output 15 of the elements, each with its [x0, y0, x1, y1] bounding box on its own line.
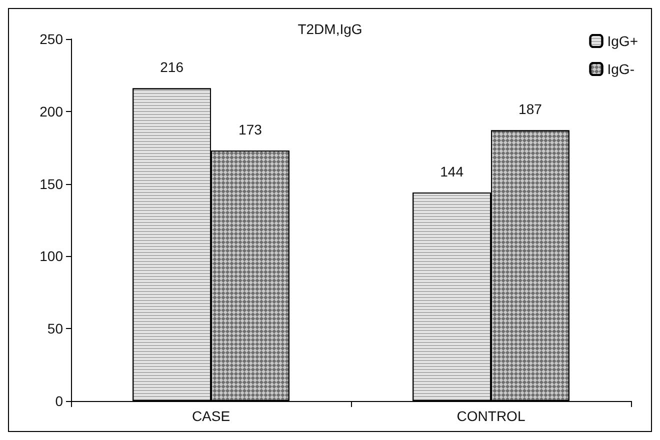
y-tick-label: 100: [40, 248, 64, 264]
y-tick-label: 0: [55, 393, 64, 409]
legend-label: IgG-: [607, 61, 635, 77]
data-label: 216: [160, 59, 184, 76]
y-tick-label: 200: [40, 103, 64, 120]
legend-label: IgG+: [607, 33, 638, 49]
x-tick-label: CONTROL: [456, 408, 526, 424]
data-label: 187: [518, 101, 542, 118]
data-label: 144: [440, 163, 464, 180]
data-label: 173: [238, 121, 262, 138]
y-tick-label: 250: [40, 31, 64, 47]
x-tick-label: CASE: [192, 408, 230, 424]
y-tick-label: 150: [40, 176, 64, 192]
chart-title: T2DM,IgG: [298, 21, 362, 37]
y-tick-label: 50: [47, 320, 64, 337]
